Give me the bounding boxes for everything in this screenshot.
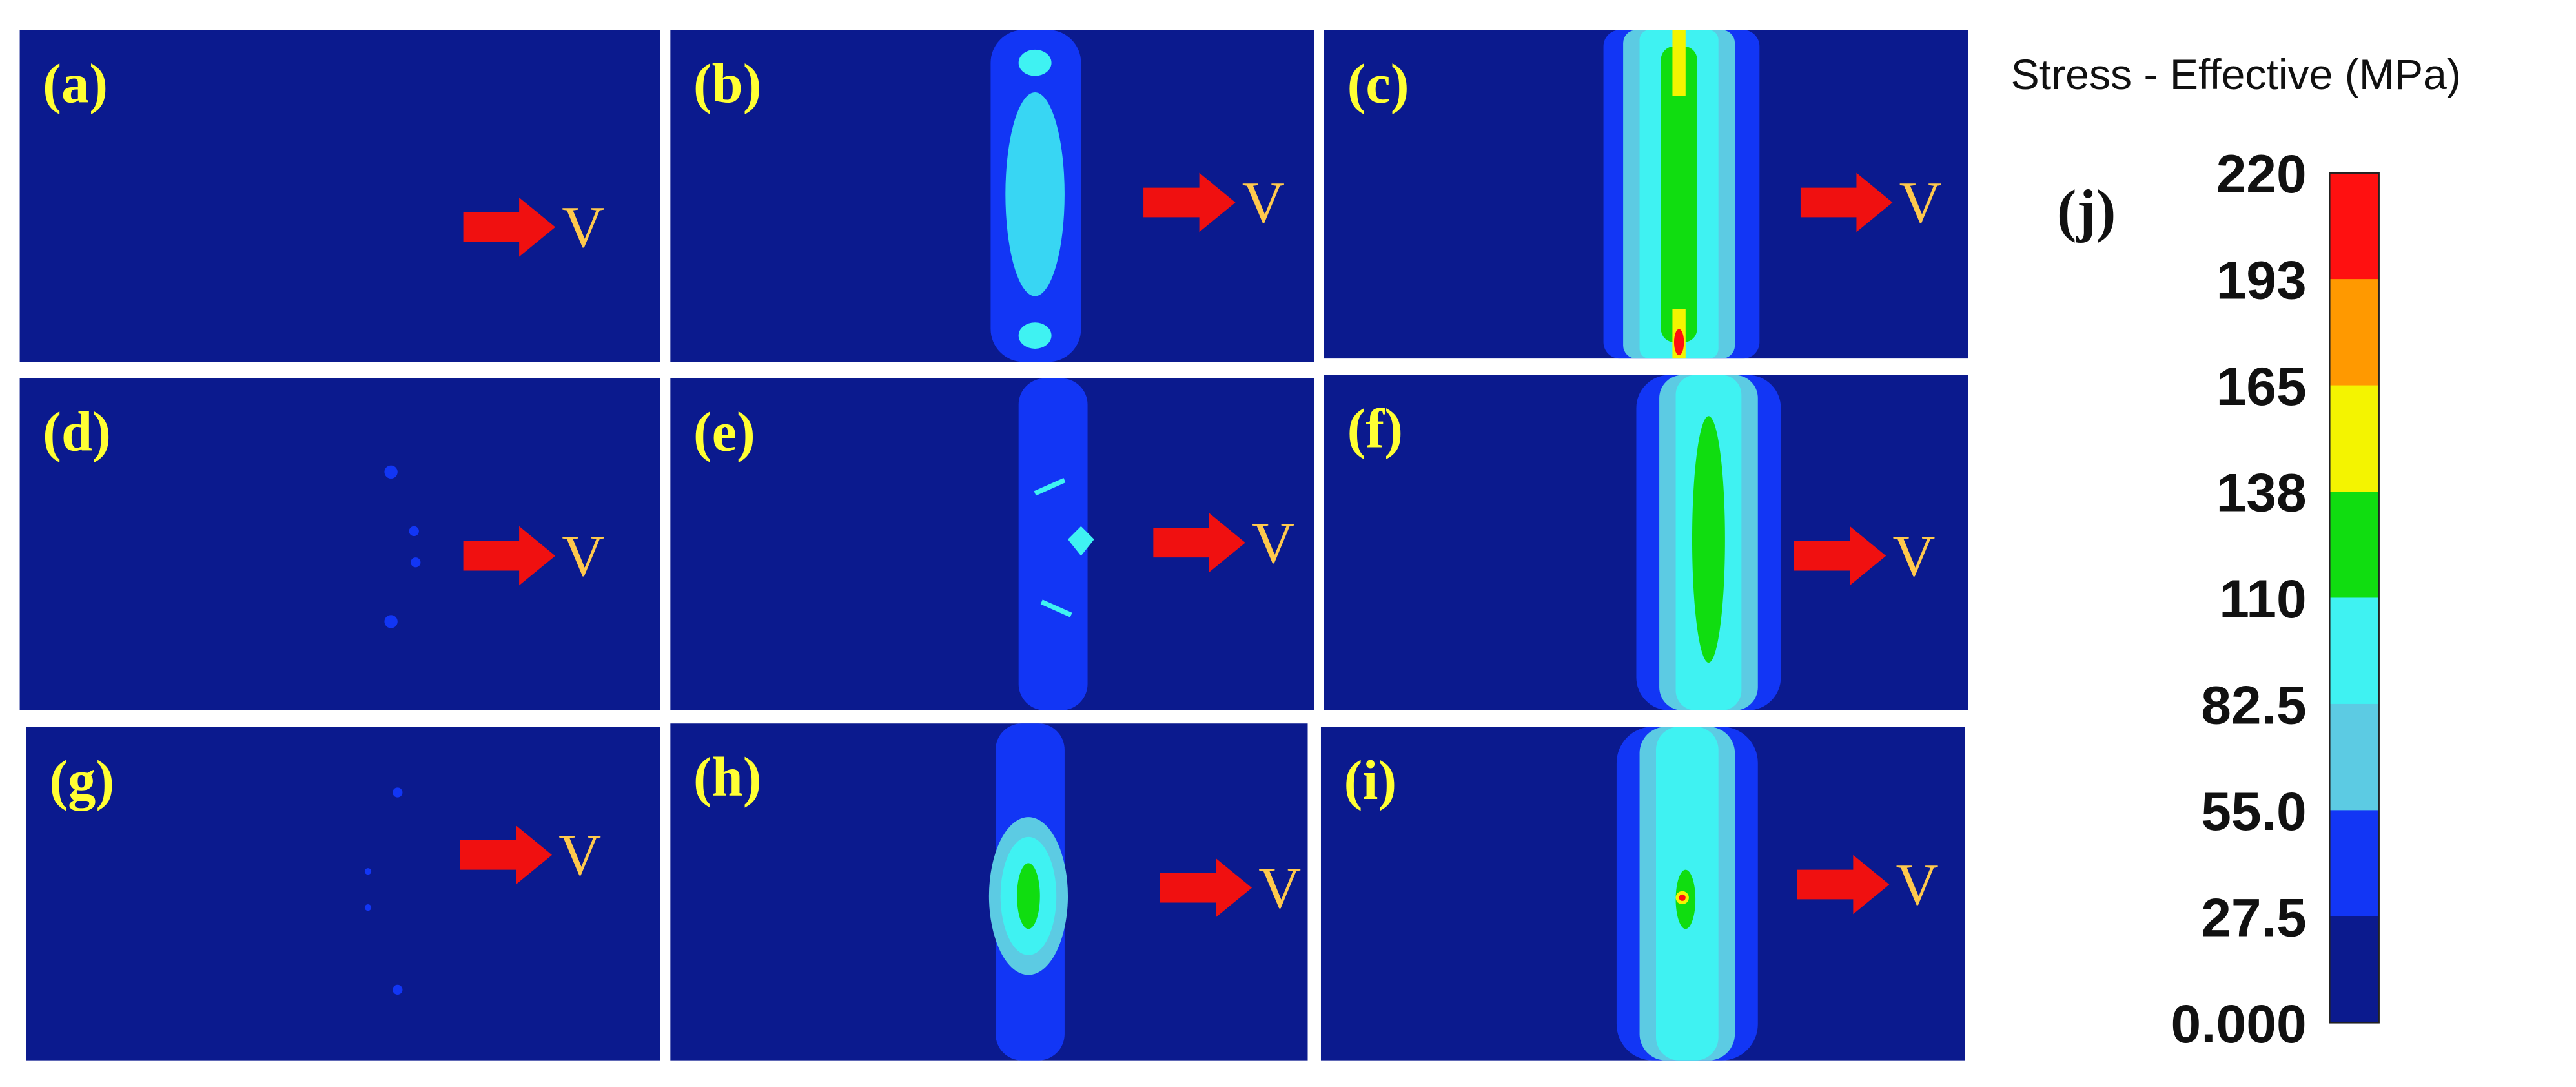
stress-contour <box>1018 322 1052 349</box>
panel: (e) V <box>670 378 1314 710</box>
contour-plot <box>19 30 660 362</box>
velocity-label: V <box>1242 169 1285 235</box>
velocity-arrow <box>1160 858 1252 918</box>
velocity-label: V <box>1899 169 1942 235</box>
legend-tick-label: 82.5 <box>2201 674 2306 735</box>
stress-contour <box>1017 863 1040 929</box>
legend-band <box>2329 597 2379 705</box>
stress-contour <box>393 787 403 798</box>
velocity-label: V <box>1252 510 1294 575</box>
velocity-label: V <box>1258 854 1301 920</box>
legend-band <box>2329 172 2379 280</box>
stress-contour <box>1672 30 1686 96</box>
stress-contour <box>1673 329 1684 356</box>
stress-contour <box>1005 92 1065 296</box>
stress-contour <box>1034 478 1066 496</box>
panel-label: (c) <box>1347 52 1409 114</box>
stress-contour <box>364 868 372 875</box>
stress-contour <box>384 465 398 479</box>
stress-contour <box>364 904 372 911</box>
panel-label: (a) <box>43 52 108 114</box>
contour-plot <box>1324 375 1968 710</box>
panel-label: (g) <box>49 749 114 811</box>
legend-tick-label: 0.000 <box>2171 993 2307 1054</box>
panel-label: (d) <box>43 401 111 463</box>
legend-band <box>2329 279 2379 386</box>
stress-contour <box>1068 526 1094 556</box>
stress-contour <box>1018 378 1088 710</box>
contour-plot <box>26 727 660 1061</box>
legend-band <box>2329 810 2379 918</box>
legend-tick-label: 55.0 <box>2201 781 2306 842</box>
legend-tick-label: 27.5 <box>2201 887 2306 947</box>
stress-contour <box>1661 46 1697 342</box>
contour-plot <box>670 723 1308 1061</box>
panel: (g) V <box>26 727 660 1061</box>
stress-contour <box>1692 416 1725 663</box>
panel: (a) V <box>19 30 660 362</box>
panel-label: (e) <box>693 401 755 463</box>
legend-band <box>2329 492 2379 599</box>
velocity-arrow <box>1794 526 1886 586</box>
velocity-label: V <box>558 822 601 887</box>
stress-contour <box>384 615 398 628</box>
legend-tick-label: 138 <box>2216 462 2307 523</box>
legend-band <box>2329 703 2379 811</box>
panel: (h) V <box>670 723 1308 1061</box>
legend-frame <box>2329 172 2380 1024</box>
stress-contour <box>393 984 403 995</box>
velocity-arrow <box>1153 513 1245 573</box>
velocity-arrow <box>1143 172 1236 233</box>
panel: (d) V <box>19 378 660 710</box>
legend-label: (j) <box>2057 178 2116 243</box>
velocity-label: V <box>1892 523 1935 588</box>
legend-tick-label: 220 <box>2216 143 2307 204</box>
stress-contour <box>411 557 421 568</box>
panel: (c) V <box>1324 30 1968 359</box>
velocity-arrow <box>463 197 556 257</box>
contour-plot <box>670 30 1314 362</box>
panel-label: (i) <box>1344 749 1397 811</box>
legend-tick-label: 165 <box>2216 356 2307 417</box>
velocity-arrow <box>1797 854 1890 915</box>
legend-band <box>2329 916 2379 1024</box>
panel-background <box>19 378 660 710</box>
velocity-label: V <box>562 523 604 588</box>
stress-contour <box>1018 49 1052 76</box>
legend-title: Stress - Effective (MPa) <box>2011 51 2461 99</box>
velocity-arrow <box>1800 172 1893 233</box>
velocity-label: V <box>1896 851 1939 917</box>
legend-band <box>2329 385 2379 493</box>
stress-contour <box>1679 894 1686 901</box>
panel-background <box>19 30 660 362</box>
panel: (f) V <box>1324 375 1968 710</box>
legend-tick-label: 110 <box>2219 568 2306 629</box>
velocity-arrow <box>460 825 552 885</box>
velocity-arrow <box>463 526 556 586</box>
legend-tick-label: 193 <box>2216 250 2307 311</box>
panel-label: (h) <box>693 746 762 808</box>
panel-background <box>26 727 660 1061</box>
panel: (i) V <box>1320 727 1965 1061</box>
stress-contour <box>409 526 419 537</box>
panel-label: (f) <box>1347 398 1403 460</box>
panel-label: (b) <box>693 52 762 114</box>
panel: (b) V <box>670 30 1314 362</box>
contour-plot <box>19 378 660 710</box>
velocity-label: V <box>562 194 604 260</box>
stress-contour <box>1040 599 1072 617</box>
